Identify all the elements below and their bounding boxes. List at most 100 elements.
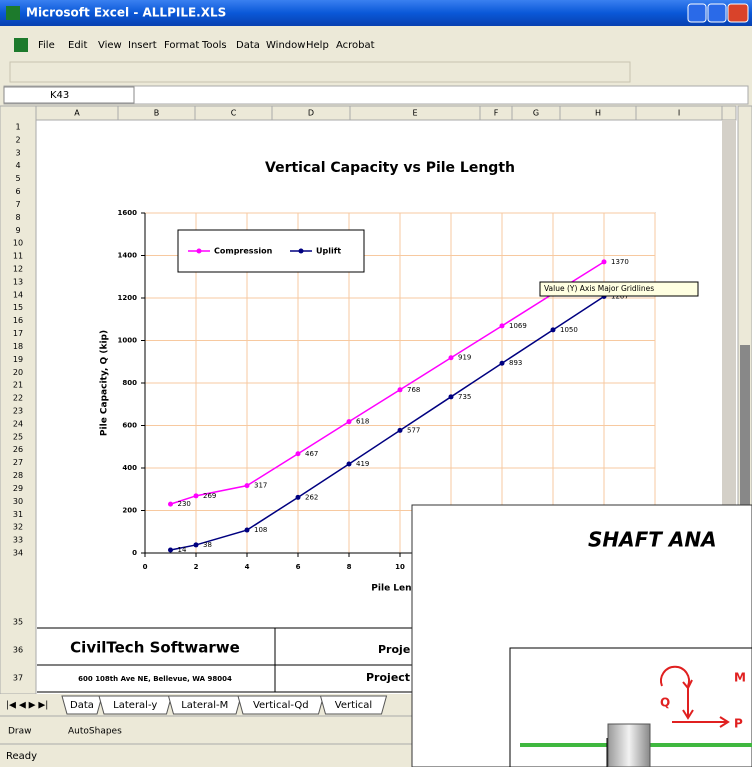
row-header: 35 [13,618,23,627]
row-header: 17 [13,329,23,338]
data-label: 735 [458,393,471,401]
minimize-button[interactable] [688,4,706,22]
menu-item[interactable]: Edit [68,40,87,51]
data-label: 919 [458,354,471,362]
row-header: 36 [13,646,23,655]
data-label: 1050 [560,326,578,334]
column-header: H [595,109,601,118]
data-label: 893 [509,359,522,367]
row-header: 23 [13,407,23,416]
data-label: 419 [356,460,369,468]
data-label: 1370 [611,258,629,266]
column-header: G [533,109,539,118]
row-header: 25 [13,432,23,441]
y-tick-label: 200 [122,507,137,515]
row-header: 11 [13,252,23,261]
draw-toolbar-item[interactable]: AutoShapes [68,727,122,737]
menu-item[interactable]: Data [236,40,260,51]
data-label: 38 [203,541,212,549]
column-header: C [231,109,237,118]
sheet-tab-label: Lateral-y [113,700,157,711]
column-header: D [308,109,314,118]
row-header: 32 [13,523,23,532]
excel-window: Microsoft Excel - ALLPILE.XLS File Edit Vi… [0,0,752,767]
company-address: 600 108th Ave NE, Bellevue, WA 98004 [78,675,232,683]
data-label: 14 [178,546,187,554]
row-header: 14 [13,290,23,299]
status-text: Ready [6,751,37,762]
y-tick-label: 1600 [118,209,138,217]
diagram-label: P [734,717,743,731]
data-label: 108 [254,526,267,534]
data-point [449,355,454,360]
row-header: 5 [15,174,20,183]
sheet-tab-label: Lateral-M [181,700,228,711]
row-header: 31 [13,510,23,519]
data-label: 262 [305,493,318,501]
row-header: 27 [13,458,23,467]
column-header: B [154,109,160,118]
menu-item[interactable]: View [98,40,122,51]
legend-label: Compression [214,247,273,256]
name-box-text: K43 [50,90,69,101]
row-header: 7 [15,200,20,209]
project-label: Project [366,671,410,684]
row-header: 28 [13,471,23,480]
column-header: E [412,109,417,118]
x-tick-label: 0 [143,563,148,571]
maximize-button[interactable] [708,4,726,22]
data-point [168,548,173,553]
data-point [602,259,607,264]
window-title: Microsoft Excel - ALLPILE.XLS [26,6,226,20]
data-point [398,428,403,433]
x-tick-label: 10 [395,563,405,571]
doc-icon [14,38,28,52]
column-header: F [494,109,499,118]
tab-nav[interactable]: |◀ ◀ ▶ ▶| [6,701,48,711]
legend-label: Uplift [316,247,341,256]
data-point [347,419,352,424]
menu-item[interactable]: Window [266,40,305,51]
row-header: 30 [13,497,23,506]
close-button[interactable] [728,4,748,22]
data-label: 317 [254,482,267,490]
scroll-thumb[interactable] [740,345,750,505]
row-header: 29 [13,484,23,493]
diagram-label: Q [660,696,670,710]
data-point [398,387,403,392]
menu-item[interactable]: Help [306,40,329,51]
menu-item[interactable]: Insert [128,40,157,51]
data-label: 768 [407,386,420,394]
menu-item[interactable]: Acrobat [336,40,375,51]
data-label: 1069 [509,322,527,330]
sheet-tab-label: Data [70,700,94,711]
sheet-tab-label: Vertical-Qd [253,700,309,711]
row-header: 18 [13,342,23,351]
data-label: 467 [305,450,318,458]
y-tick-label: 600 [122,422,137,430]
chart-title: Vertical Capacity vs Pile Length [265,160,515,176]
data-label: 269 [203,492,216,500]
y-axis-label: Pile Capacity, Q (kip) [100,330,110,436]
diagram-label: M [734,671,746,685]
menu-item[interactable]: File [38,40,55,51]
menu-item[interactable]: Format [164,40,199,51]
data-point [296,451,301,456]
data-point [296,495,301,500]
data-label: 618 [356,418,369,426]
data-point [245,528,250,533]
row-header: 34 [13,549,23,558]
x-tick-label: 2 [194,563,199,571]
data-label: 230 [178,500,191,508]
data-point [245,483,250,488]
sheet-tab-label: Vertical [335,700,372,711]
tooltip-text: Value (Y) Axis Major Gridlines [544,284,654,293]
legend-marker [197,249,202,254]
menu-item[interactable]: Tools [201,40,227,51]
y-tick-label: 1000 [118,337,138,345]
draw-toolbar-item[interactable]: Draw [8,727,32,737]
column-header: A [74,109,80,118]
data-point [500,361,505,366]
legend-marker [299,249,304,254]
row-header: 21 [13,381,23,390]
